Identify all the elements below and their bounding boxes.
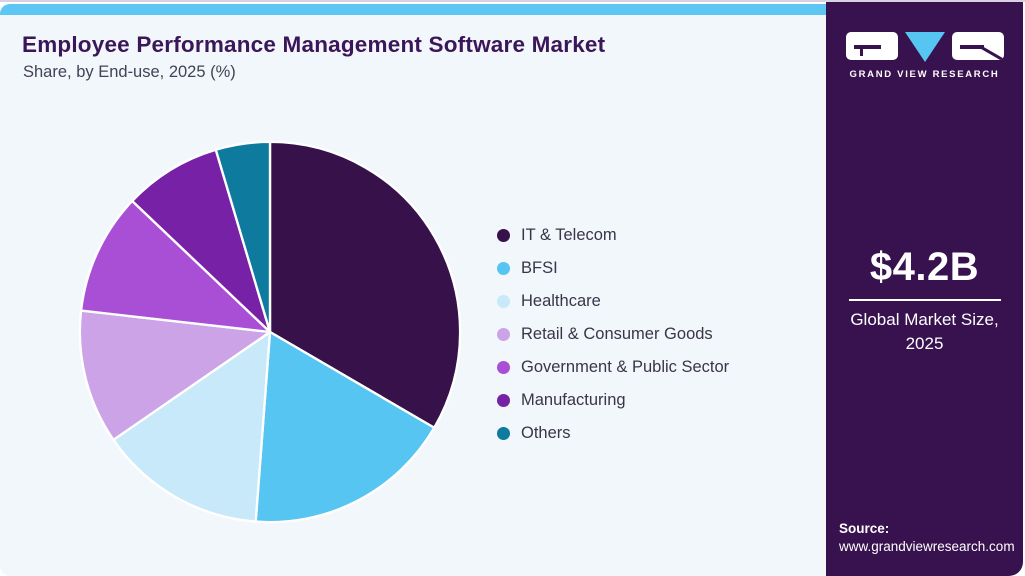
pie-slice-healthcare: [112, 330, 272, 523]
top-accent-bar: [0, 4, 826, 15]
divider: [848, 299, 1001, 301]
page-subtitle: Share, by End-use, 2025 (%): [23, 63, 236, 81]
legend-item: Retail & Consumer Goods: [497, 324, 729, 344]
pie-chart: [74, 136, 466, 528]
chart-panel: Employee Performance Management Software…: [0, 4, 826, 576]
brand-logo: GRAND VIEW RESEARCH: [826, 32, 1023, 80]
legend-label: BFSI: [521, 258, 558, 277]
pie-slice-manufacturing: [131, 148, 272, 334]
market-size-value: $4.2B: [869, 245, 980, 289]
legend-item: Healthcare: [497, 291, 729, 311]
legend-label: Manufacturing: [521, 390, 626, 409]
legend-label: Healthcare: [521, 291, 601, 310]
pie-chart-svg: [78, 140, 462, 524]
market-size-block: $4.2B Global Market Size, 2025: [826, 245, 1023, 356]
source-url: www.grandviewresearch.com: [839, 539, 1015, 554]
gvr-logo-icon: [845, 32, 1004, 62]
legend-item: Others: [497, 423, 729, 443]
market-size-caption: Global Market Size, 2025: [850, 310, 999, 353]
legend-label: Retail & Consumer Goods: [521, 324, 713, 343]
legend-item: Government & Public Sector: [497, 357, 729, 377]
legend-dot-icon: [497, 393, 510, 407]
legend-item: Manufacturing: [497, 390, 729, 410]
legend-dot-icon: [497, 261, 510, 275]
legend-dot-icon: [497, 426, 510, 440]
logo-v-icon: [904, 32, 945, 62]
legend-label: Government & Public Sector: [521, 357, 730, 376]
pie-slice-retail-consumer-goods: [78, 309, 272, 442]
pie-slice-others: [214, 140, 272, 334]
source-label: Source:: [839, 521, 890, 536]
logo-r-icon: [951, 32, 1004, 60]
legend-dot-icon: [497, 360, 510, 374]
legend-dot-icon: [497, 294, 510, 308]
pie-slice-government-public-sector: [79, 199, 272, 334]
sidebar: GRAND VIEW RESEARCH $4.2B Global Market …: [826, 2, 1023, 576]
legend-label: Others: [521, 423, 571, 442]
legend-item: BFSI: [497, 258, 729, 278]
legend-dot-icon: [497, 327, 510, 341]
legend-label: IT & Telecom: [521, 225, 617, 244]
logo-g-icon: [845, 32, 898, 60]
pie-slice-bfsi: [254, 330, 436, 524]
pie-slice-it-telecom: [268, 140, 462, 429]
legend-item: IT & Telecom: [497, 225, 729, 245]
source-block: Source: www.grandviewresearch.com: [839, 521, 1015, 554]
legend-dot-icon: [497, 228, 510, 242]
brand-name: GRAND VIEW RESEARCH: [849, 69, 1000, 80]
page-title: Employee Performance Management Software…: [22, 32, 606, 57]
legend: IT & Telecom BFSI Healthcare Retail & Consu…: [497, 225, 729, 443]
